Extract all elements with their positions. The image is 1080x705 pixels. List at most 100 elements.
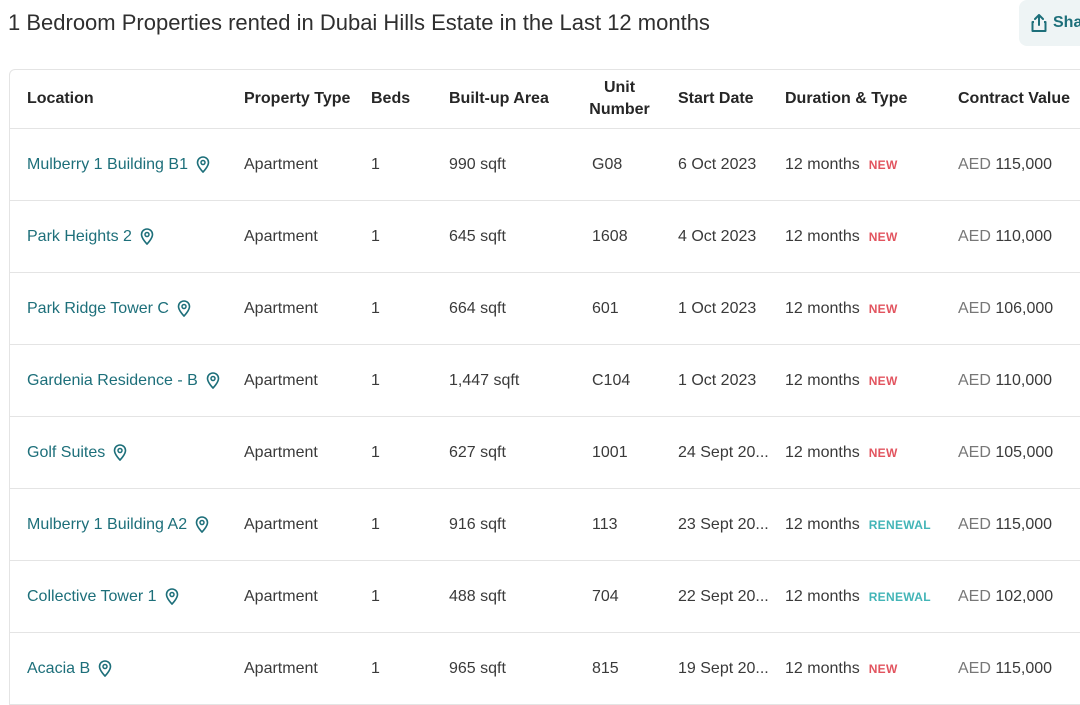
location-link[interactable]: Collective Tower 1	[27, 588, 179, 606]
duration-text: 12 months	[785, 227, 860, 245]
column-header-unit-number[interactable]: Unit Number	[566, 70, 673, 129]
location-link[interactable]: Golf Suites	[27, 444, 127, 462]
contract-value-cell: AED 110,000	[946, 200, 1080, 273]
map-pin-icon	[196, 156, 210, 173]
location-link[interactable]: Mulberry 1 Building B1	[27, 156, 210, 174]
area-cell: 627 sqft	[449, 416, 566, 489]
location-link[interactable]: Park Heights 2	[27, 228, 154, 246]
contract-value-cell: AED 106,000	[946, 272, 1080, 345]
contract-value-cell: AED 110,000	[946, 344, 1080, 417]
start-date-cell: 1 Oct 2023	[673, 272, 780, 345]
map-pin-icon	[98, 660, 112, 677]
table-row[interactable]: Mulberry 1 Building A2 Apartment 1 916 sqft…	[10, 488, 1080, 561]
property-type-cell: Apartment	[244, 128, 371, 201]
location-cell: Acacia B	[10, 632, 244, 705]
location-name: Collective Tower 1	[27, 587, 157, 605]
table-header-row: Location Property Type Beds Built-up Are…	[10, 70, 1080, 129]
unit-cell: 704	[566, 560, 673, 633]
column-header-contract-value[interactable]: Contract Value	[946, 70, 1080, 129]
table-row[interactable]: Gardenia Residence - B Apartment 1 1,447 sq…	[10, 344, 1080, 417]
table-row[interactable]: Collective Tower 1 Apartment 1 488 sqft 704 2…	[10, 560, 1080, 633]
property-type-cell: Apartment	[244, 344, 371, 417]
duration-text: 12 months	[785, 443, 860, 461]
contract-amount: 110,000	[995, 227, 1053, 245]
location-cell: Mulberry 1 Building B1	[10, 128, 244, 201]
table-row[interactable]: Park Heights 2 Apartment 1 645 sqft 1608 4 Oc…	[10, 200, 1080, 273]
duration-type-cell: 12 months RENEWAL	[780, 560, 946, 633]
location-cell: Gardenia Residence - B	[10, 344, 244, 417]
beds-cell: 1	[371, 128, 449, 201]
page-title: 1 Bedroom Properties rented in Dubai Hil…	[8, 10, 710, 35]
contract-amount: 115,000	[995, 515, 1053, 533]
location-link[interactable]: Acacia B	[27, 660, 112, 678]
currency-label: AED	[958, 515, 991, 533]
start-date-cell: 4 Oct 2023	[673, 200, 780, 273]
duration-type-cell: 12 months NEW	[780, 128, 946, 201]
duration-type-cell: 12 months NEW	[780, 344, 946, 417]
area-cell: 664 sqft	[449, 272, 566, 345]
location-cell: Collective Tower 1	[10, 560, 244, 633]
area-cell: 1,447 sqft	[449, 344, 566, 417]
column-header-built-up-area[interactable]: Built-up Area	[449, 70, 566, 129]
currency-label: AED	[958, 227, 991, 245]
column-header-start-date[interactable]: Start Date	[673, 70, 780, 129]
column-header-location[interactable]: Location	[10, 70, 244, 129]
unit-header-line2: Number	[589, 101, 650, 118]
area-cell: 645 sqft	[449, 200, 566, 273]
duration-type-cell: 12 months NEW	[780, 632, 946, 705]
contract-value-cell: AED 115,000	[946, 632, 1080, 705]
table-body: Mulberry 1 Building B1 Apartment 1 990 sqft…	[10, 128, 1080, 705]
duration-text: 12 months	[785, 299, 860, 317]
area-cell: 916 sqft	[449, 488, 566, 561]
location-link[interactable]: Gardenia Residence - B	[27, 372, 220, 390]
beds-cell: 1	[371, 344, 449, 417]
location-name: Gardenia Residence - B	[27, 371, 198, 389]
beds-cell: 1	[371, 272, 449, 345]
start-date-cell: 24 Sept 20...	[673, 416, 780, 489]
unit-header-line1: Unit	[603, 79, 636, 96]
contract-value-cell: AED 115,000	[946, 488, 1080, 561]
duration-type-cell: 12 months NEW	[780, 272, 946, 345]
map-pin-icon	[195, 516, 209, 533]
currency-label: AED	[958, 371, 991, 389]
contract-amount: 115,000	[995, 155, 1053, 173]
duration-text: 12 months	[785, 659, 860, 677]
location-cell: Park Heights 2	[10, 200, 244, 273]
table-row[interactable]: Acacia B Apartment 1 965 sqft 815 19 Sept 20.…	[10, 632, 1080, 705]
property-type-cell: Apartment	[244, 488, 371, 561]
column-header-property-type[interactable]: Property Type	[244, 70, 371, 129]
contract-type-badge: NEW	[868, 373, 898, 388]
location-link[interactable]: Park Ridge Tower C	[27, 300, 191, 318]
property-type-cell: Apartment	[244, 416, 371, 489]
currency-label: AED	[958, 587, 991, 605]
table-row[interactable]: Golf Suites Apartment 1 627 sqft 1001 24 Sept…	[10, 416, 1080, 489]
share-button[interactable]: Sha	[1019, 0, 1080, 46]
location-name: Mulberry 1 Building B1	[27, 155, 188, 173]
table-row[interactable]: Mulberry 1 Building B1 Apartment 1 990 sqft…	[10, 128, 1080, 201]
unit-cell: 815	[566, 632, 673, 705]
contract-value-cell: AED 105,000	[946, 416, 1080, 489]
contract-amount: 110,000	[995, 371, 1053, 389]
duration-type-cell: 12 months NEW	[780, 416, 946, 489]
rentals-table: Location Property Type Beds Built-up Are…	[10, 70, 1080, 705]
unit-cell: 1608	[566, 200, 673, 273]
contract-amount: 106,000	[995, 299, 1054, 317]
location-link[interactable]: Mulberry 1 Building A2	[27, 516, 209, 534]
location-name: Park Ridge Tower C	[27, 299, 169, 317]
table-row[interactable]: Park Ridge Tower C Apartment 1 664 sqft 601 1…	[10, 272, 1080, 345]
duration-type-cell: 12 months RENEWAL	[780, 488, 946, 561]
location-name: Golf Suites	[27, 443, 106, 461]
column-header-duration-type[interactable]: Duration & Type	[780, 70, 946, 129]
beds-cell: 1	[371, 488, 449, 561]
currency-label: AED	[958, 155, 991, 173]
contract-value-cell: AED 102,000	[946, 560, 1080, 633]
currency-label: AED	[958, 443, 991, 461]
duration-text: 12 months	[785, 155, 860, 173]
column-header-beds[interactable]: Beds	[371, 70, 449, 129]
location-cell: Park Ridge Tower C	[10, 272, 244, 345]
map-pin-icon	[140, 228, 154, 245]
start-date-cell: 22 Sept 20...	[673, 560, 780, 633]
contract-type-badge: NEW	[868, 661, 898, 676]
unit-cell: 601	[566, 272, 673, 345]
